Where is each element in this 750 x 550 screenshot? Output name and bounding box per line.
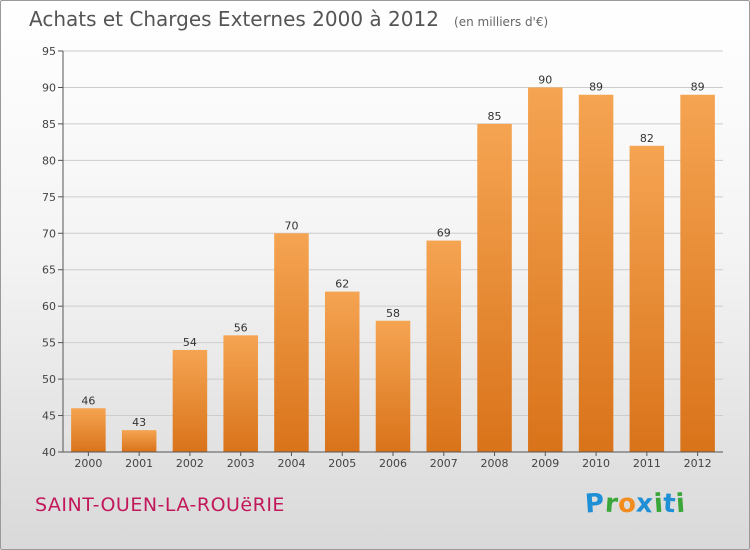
title-row: Achats et Charges Externes 2000 à 2012 (… bbox=[29, 7, 548, 31]
y-tick-label: 45 bbox=[42, 410, 56, 423]
x-tick-label: 2005 bbox=[328, 457, 356, 470]
y-tick-label: 90 bbox=[42, 81, 56, 94]
data-label: 43 bbox=[132, 416, 146, 429]
y-tick-label: 85 bbox=[42, 118, 56, 131]
data-label: 82 bbox=[640, 132, 654, 145]
proxiti-logo: Proxiti bbox=[583, 488, 687, 520]
bar-2000 bbox=[71, 408, 106, 452]
bar-2005 bbox=[324, 291, 360, 452]
y-tick-label: 95 bbox=[42, 45, 56, 58]
x-tick-label: 2010 bbox=[582, 457, 610, 470]
commune-name: SAINT-OUEN-LA-ROUëRIE bbox=[35, 494, 285, 516]
bar-layer bbox=[71, 87, 715, 453]
data-label: 85 bbox=[488, 110, 502, 123]
data-label: 56 bbox=[234, 321, 248, 334]
x-tick-label: 2001 bbox=[125, 457, 153, 470]
data-label: 62 bbox=[335, 278, 349, 291]
data-label: 89 bbox=[589, 81, 603, 94]
bar-2002 bbox=[172, 349, 208, 452]
data-label: 69 bbox=[437, 227, 451, 240]
logo-letter: i bbox=[674, 488, 687, 520]
data-label: 58 bbox=[386, 307, 400, 320]
x-tick-label: 2002 bbox=[176, 457, 204, 470]
x-tick-label: 2008 bbox=[481, 457, 509, 470]
x-tick-label: 2007 bbox=[430, 457, 458, 470]
data-label: 46 bbox=[81, 394, 95, 407]
unit-note: (en milliers d'€) bbox=[454, 15, 549, 29]
bar-2007 bbox=[426, 240, 462, 452]
data-label: 90 bbox=[538, 73, 552, 86]
bar-2010 bbox=[578, 94, 614, 452]
data-label: 70 bbox=[284, 219, 298, 232]
bar-2008 bbox=[477, 123, 512, 452]
x-tick-label: 2004 bbox=[277, 457, 305, 470]
y-tick-label: 50 bbox=[42, 373, 56, 386]
chart-title: Achats et Charges Externes 2000 à 2012 bbox=[29, 7, 439, 31]
x-tick-label: 2009 bbox=[531, 457, 559, 470]
x-tick-label: 2006 bbox=[379, 457, 407, 470]
logo-letter: x bbox=[635, 488, 655, 520]
logo-letter: P bbox=[583, 488, 606, 520]
bar-2009 bbox=[528, 87, 563, 453]
x-tick-label: 2000 bbox=[74, 457, 102, 470]
y-tick-label: 80 bbox=[42, 154, 56, 167]
bar-2003 bbox=[223, 335, 258, 452]
y-tick-label: 60 bbox=[42, 300, 56, 313]
label-layer: 46 43 54 56 70 62 58 69 85 90 89 82 89 bbox=[81, 73, 704, 429]
data-label: 89 bbox=[691, 81, 705, 94]
bar-2012 bbox=[680, 94, 715, 452]
bar-2006 bbox=[375, 320, 411, 452]
y-tick-label: 70 bbox=[42, 227, 56, 240]
y-tick-label: 55 bbox=[42, 337, 56, 350]
x-tick-label: 2011 bbox=[633, 457, 661, 470]
bar-2011 bbox=[629, 145, 665, 453]
y-tick-label: 65 bbox=[42, 264, 56, 277]
y-tick-label: 75 bbox=[42, 191, 56, 204]
axis-layer: 40 45 50 55 60 65 70 75 80 85 90 95 2000 2001 2002 2003… bbox=[42, 45, 723, 470]
x-tick-label: 2003 bbox=[227, 457, 255, 470]
bar-2001 bbox=[121, 430, 157, 452]
x-tick-label: 2012 bbox=[684, 457, 712, 470]
data-label: 54 bbox=[183, 336, 197, 349]
bar-2004 bbox=[274, 233, 309, 452]
y-tick-label: 40 bbox=[42, 446, 56, 459]
